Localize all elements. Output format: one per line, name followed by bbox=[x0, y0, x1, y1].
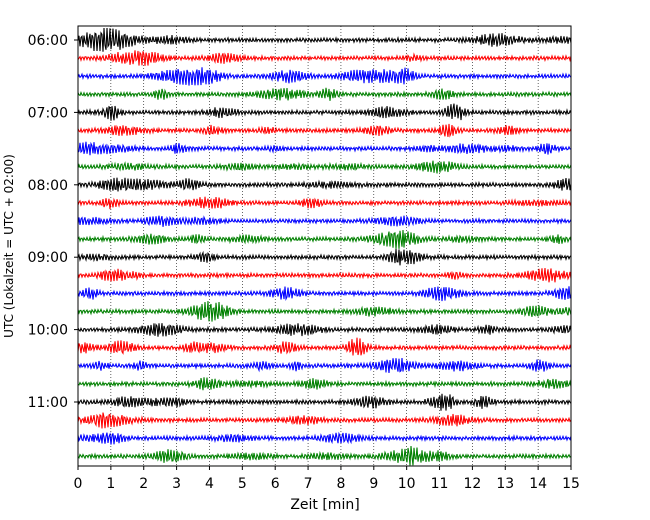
x-tick-label-5: 5 bbox=[238, 476, 247, 492]
x-tick-label-9: 9 bbox=[369, 476, 378, 492]
x-tick-label-13: 13 bbox=[496, 476, 514, 492]
x-tick-label-4: 4 bbox=[205, 476, 214, 492]
trace-7 bbox=[77, 160, 572, 174]
y-tick-label-4: 10:00 bbox=[28, 323, 68, 339]
y-tick-label-2: 08:00 bbox=[28, 178, 68, 194]
y-axis-title: UTC (Lokalzeit = UTC + 02:00) bbox=[2, 154, 16, 338]
trace-16 bbox=[77, 323, 572, 337]
x-axis-ticks: 0 1 2 3 4 5 6 7 8 9 10 11 12 13 14 15 bbox=[74, 466, 580, 492]
x-tick-label-0: 0 bbox=[74, 476, 83, 492]
y-tick-label-5: 11:00 bbox=[28, 395, 68, 411]
y-tick-label-1: 07:00 bbox=[28, 105, 68, 121]
y-tick-label-0: 06:00 bbox=[28, 33, 68, 49]
x-tick-label-8: 8 bbox=[336, 476, 345, 492]
x-tick-label-1: 1 bbox=[106, 476, 115, 492]
trace-12 bbox=[77, 248, 572, 266]
trace-18 bbox=[77, 358, 572, 373]
x-tick-label-2: 2 bbox=[139, 476, 148, 492]
trace-20 bbox=[77, 393, 572, 411]
trace-6 bbox=[77, 141, 572, 156]
plot-background bbox=[78, 26, 571, 466]
y-tick-label-3: 09:00 bbox=[28, 250, 68, 266]
trace-0 bbox=[77, 27, 572, 52]
seismic-traces bbox=[77, 27, 572, 466]
x-tick-label-10: 10 bbox=[398, 476, 416, 492]
x-grid bbox=[110, 26, 539, 466]
x-tick-label-7: 7 bbox=[304, 476, 313, 492]
trace-9 bbox=[77, 196, 572, 210]
trace-4 bbox=[77, 103, 572, 121]
trace-3 bbox=[77, 87, 572, 101]
plot-frame bbox=[77, 25, 572, 467]
x-axis-title: Zeit [min] bbox=[290, 497, 359, 513]
x-tick-label-3: 3 bbox=[172, 476, 181, 492]
trace-22 bbox=[77, 431, 572, 445]
trace-1 bbox=[77, 50, 572, 66]
x-tick-label-14: 14 bbox=[529, 476, 547, 492]
trace-2 bbox=[77, 67, 572, 86]
trace-19 bbox=[77, 377, 572, 391]
x-tick-label-6: 6 bbox=[271, 476, 280, 492]
trace-15 bbox=[77, 301, 572, 322]
trace-8 bbox=[77, 177, 572, 192]
trace-10 bbox=[77, 215, 572, 228]
x-tick-label-12: 12 bbox=[463, 476, 481, 492]
trace-17 bbox=[77, 337, 572, 356]
trace-21 bbox=[77, 412, 572, 429]
y-axis-ticks: 06:00 07:00 08:00 09:00 10:00 11:00 bbox=[28, 33, 78, 411]
trace-5 bbox=[77, 123, 572, 138]
trace-11 bbox=[77, 230, 572, 250]
trace-14 bbox=[77, 286, 572, 302]
x-tick-label-11: 11 bbox=[431, 476, 449, 492]
trace-23 bbox=[77, 446, 572, 466]
x-tick-label-15: 15 bbox=[562, 476, 580, 492]
trace-13 bbox=[77, 268, 572, 283]
